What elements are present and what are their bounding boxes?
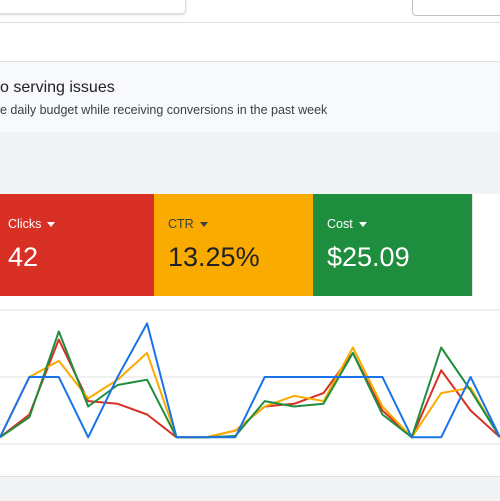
metric-selector-ctr[interactable]: CTR <box>168 217 208 231</box>
caret-down-icon <box>358 222 367 228</box>
series-line-2 <box>0 330 500 439</box>
series-line-0 <box>0 338 500 439</box>
line-chart <box>0 309 500 445</box>
top-action-button[interactable] <box>412 0 500 16</box>
metric-tile-ctr[interactable]: CTR 13.25% <box>154 194 313 296</box>
notice-description: e daily budget while receiving conversio… <box>0 103 328 117</box>
section-gap <box>0 132 500 194</box>
metric-value-cost: $25.09 <box>327 242 410 272</box>
top-toolbar <box>0 0 500 23</box>
metric-tile-add[interactable] <box>472 194 500 296</box>
metric-tile-clicks[interactable]: Clicks 42 <box>0 194 154 296</box>
series-line-3 <box>0 322 500 439</box>
metric-label-clicks: Clicks <box>8 217 42 231</box>
performance-chart <box>0 296 500 476</box>
metric-label-cost: Cost <box>327 217 353 231</box>
header-spacer <box>0 23 500 61</box>
metric-selector-clicks[interactable]: Clicks <box>8 217 56 231</box>
caret-down-icon <box>47 222 56 228</box>
caret-down-icon <box>199 222 208 228</box>
series-line-1 <box>0 346 500 439</box>
status-notice: o serving issues e daily budget while re… <box>0 61 500 133</box>
top-search-field[interactable] <box>0 0 186 14</box>
metric-label-ctr: CTR <box>168 217 194 231</box>
metrics-scorecards: Clicks 42 CTR 13.25% Cost $25.09 <box>0 194 500 296</box>
notice-title: o serving issues <box>0 79 115 96</box>
footer-gap <box>0 476 500 501</box>
metric-tile-cost[interactable]: Cost $25.09 <box>313 194 472 296</box>
metric-selector-cost[interactable]: Cost <box>327 217 367 231</box>
metric-value-clicks: 42 <box>8 242 39 272</box>
metric-value-ctr: 13.25% <box>168 242 260 272</box>
